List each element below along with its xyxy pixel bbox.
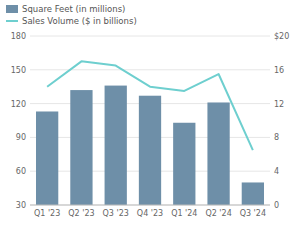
- grid-line: [30, 36, 270, 37]
- y-tick-label: 90: [16, 133, 26, 142]
- bar: [242, 182, 264, 205]
- grid-line: [30, 205, 270, 206]
- bar: [105, 86, 127, 205]
- y2-tick-label: 12: [274, 100, 284, 109]
- line: [47, 61, 253, 150]
- y-tick-label: 30: [16, 201, 26, 210]
- x-axis-line: [30, 205, 270, 206]
- x-tick-label: Q1 '23: [34, 209, 60, 218]
- y2-tick-label: 0: [274, 201, 279, 210]
- chart: 30 60 90 120 150 180 0 4 8 12 16 $20 Q1 '23 Q2 '23 Q3 …: [0, 0, 300, 225]
- y-tick-label: 180: [11, 32, 26, 41]
- bar: [36, 111, 58, 205]
- bar: [139, 96, 161, 205]
- legend-label: Square Feet (in millions): [22, 4, 125, 14]
- y2-tick-label: 16: [274, 66, 284, 75]
- x-tick-label: Q2 '23: [68, 209, 94, 218]
- legend-label: Sales Volume ($ in billions): [22, 16, 137, 26]
- grid-line: [30, 69, 270, 70]
- x-tick-label: Q1 '24: [171, 209, 197, 218]
- y-tick-label: 60: [16, 167, 26, 176]
- y2-tick-label: 8: [274, 133, 279, 142]
- legend-swatch: [6, 20, 18, 22]
- marks: [36, 61, 264, 205]
- bar: [70, 90, 92, 205]
- legend-swatch: [6, 5, 18, 13]
- legend: Square Feet (in millions) Sales Volume ($…: [6, 4, 137, 26]
- x-tick-label: Q3 '23: [103, 209, 129, 218]
- y-tick-label: 150: [11, 66, 26, 75]
- bar: [173, 123, 195, 205]
- y-tick-label: 120: [11, 100, 26, 109]
- y2-tick-label: $20: [274, 32, 289, 41]
- x-tick-label: Q3 '24: [240, 209, 266, 218]
- y2-tick-label: 4: [274, 167, 279, 176]
- x-tick-label: Q2 '24: [205, 209, 231, 218]
- x-tick-label: Q4 '23: [137, 209, 163, 218]
- grid: [30, 36, 270, 205]
- bar: [207, 102, 229, 205]
